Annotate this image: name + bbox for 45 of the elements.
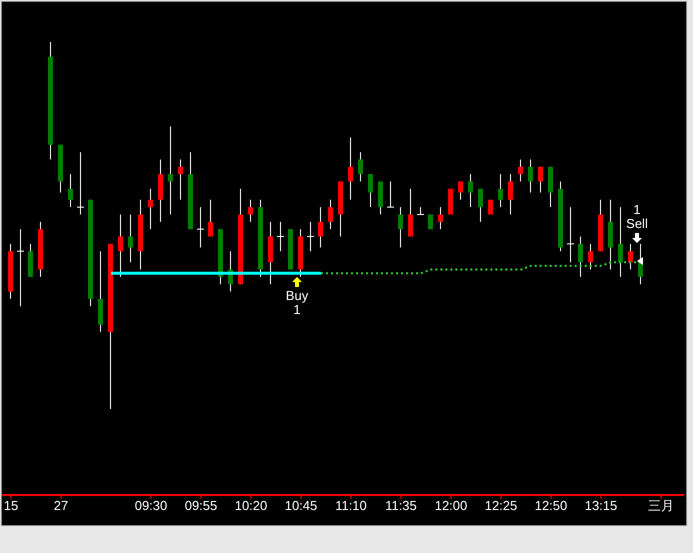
x-tick-label: 15	[4, 498, 18, 514]
x-tick-label: 13:15	[584, 498, 618, 514]
candlestick	[208, 199, 213, 238]
candlestick	[408, 188, 413, 238]
x-tick-label: 12:00	[434, 498, 468, 514]
x-tick-label: 09:30	[134, 498, 168, 514]
x-tick-label: 11:35	[385, 498, 417, 514]
x-tick-label: 三月	[648, 498, 674, 514]
candlestick	[458, 180, 463, 200]
candlestick	[508, 174, 513, 215]
candlestick	[498, 174, 503, 208]
candlestick	[488, 199, 493, 215]
x-tick-label: 12:25	[484, 498, 518, 514]
candlestick	[578, 236, 583, 278]
candlestick	[398, 206, 403, 248]
candlestick	[538, 166, 543, 193]
candlestick	[638, 243, 643, 285]
candlestick	[128, 214, 133, 263]
candlestick	[628, 243, 633, 270]
candlestick	[618, 206, 623, 278]
x-tick-label: 10:45	[284, 498, 318, 514]
candlestick	[348, 136, 353, 200]
candlestick	[588, 243, 593, 270]
x-tick-label: 11:10	[335, 498, 367, 514]
candlestick	[468, 174, 473, 208]
candlestick	[118, 214, 123, 278]
annotation: Buy 1	[284, 288, 310, 317]
candlestick	[478, 188, 483, 222]
candlestick	[358, 152, 363, 182]
candlestick	[248, 199, 253, 222]
candlestick	[438, 206, 443, 230]
candlestick	[518, 158, 523, 182]
candlestick	[178, 158, 183, 200]
x-tick-label: 10:20	[234, 498, 268, 514]
x-tick-label: 09:55	[184, 498, 218, 514]
candlestick	[318, 206, 323, 248]
candlestick	[528, 158, 533, 193]
candlestick	[368, 174, 373, 208]
x-tick-label: 27	[54, 498, 68, 514]
candlestick	[328, 199, 333, 230]
annotation: 1 Sell	[625, 202, 649, 231]
candlestick	[68, 174, 73, 208]
x-tick-label: 12:50	[534, 498, 568, 514]
candlestick	[168, 126, 173, 215]
candlestick	[148, 188, 153, 230]
